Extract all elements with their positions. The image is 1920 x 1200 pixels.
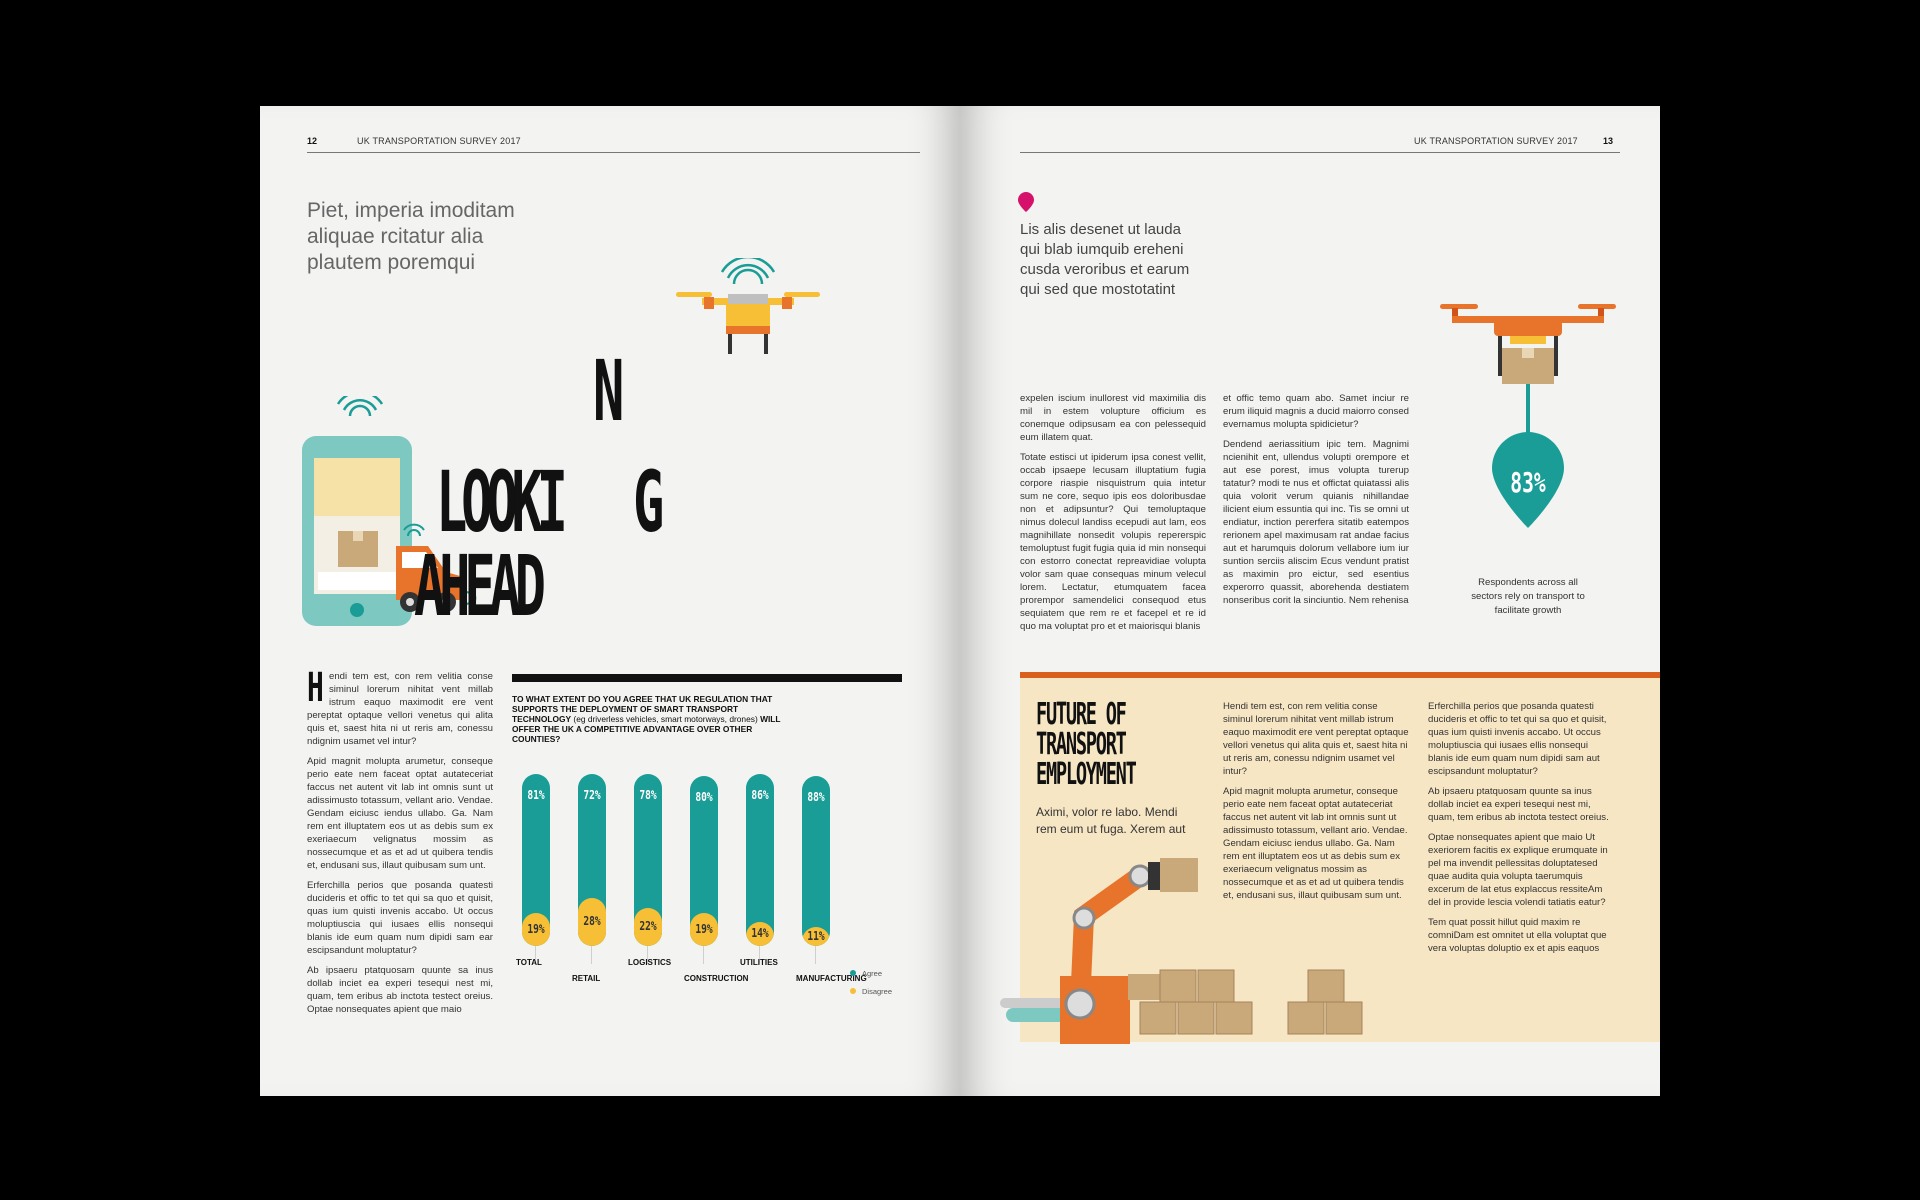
- drop-cap: H: [307, 665, 324, 711]
- phone-van-illustration: [302, 396, 477, 626]
- page-number: 12: [307, 136, 318, 146]
- intro-line: qui sed que mostotatint: [1020, 281, 1176, 298]
- intro-line: aliquae rcitatur alia: [307, 225, 484, 248]
- body-paragraph: Totate estisci ut ipiderum ipsa conest v…: [1020, 452, 1206, 632]
- header-rule: [1020, 152, 1620, 153]
- box-title-line: EMPLOYMENT: [1036, 757, 1137, 792]
- chart-bar: [522, 774, 550, 946]
- agree-value-label: 81%: [527, 788, 545, 802]
- header-rule: [307, 152, 920, 153]
- box-title-line: FUTURE OF: [1036, 697, 1127, 732]
- chart-bar: [690, 775, 718, 946]
- box-title-line: TRANSPORT: [1036, 727, 1127, 762]
- disagree-value-label: 28%: [583, 913, 601, 928]
- body-paragraph: Dendend aeriassitium ipic tem. Magnimi n…: [1223, 439, 1409, 606]
- intro-line: plautem poremqui: [307, 251, 476, 274]
- intro-line: qui blab iumquib ereheni: [1020, 241, 1184, 258]
- page-number: 13: [1603, 136, 1614, 146]
- title-letter-g: G: [633, 453, 664, 551]
- disagree-value-label: 14%: [751, 925, 769, 940]
- disagree-value-label: 19%: [695, 921, 713, 936]
- agree-value-label: 72%: [583, 788, 601, 802]
- chart-bar: [634, 774, 662, 946]
- category-label: RETAIL: [572, 974, 601, 983]
- agree-segment: [746, 774, 774, 946]
- legend-disagree: Disagree: [862, 987, 893, 996]
- category-label: MANUFACTURING: [796, 974, 867, 983]
- drone-stat-illustration: [1440, 304, 1616, 528]
- legend-agree: Agree: [862, 969, 883, 978]
- agree-value-label: 88%: [807, 789, 825, 804]
- running-head: UK TRANSPORTATION SURVEY 2017: [357, 136, 521, 146]
- caption-line: Respondents across all: [1478, 577, 1578, 588]
- agree-segment: [802, 775, 830, 946]
- disagree-segment: [522, 913, 550, 946]
- intro-line: cusda veroribus et earum: [1020, 261, 1190, 278]
- right-page: UK TRANSPORTATION SURVEY 2017 13 Lis ali…: [960, 106, 1660, 1096]
- disagree-segment: [802, 927, 830, 946]
- chart-bar: [802, 775, 830, 946]
- legend-disagree-swatch: [850, 988, 856, 994]
- body-paragraph: Hendi tem est, con rem velitia conse sim…: [1223, 701, 1409, 777]
- body-paragraph: Ab ipsaeru ptatquosam quunte sa inus dol…: [307, 965, 493, 1015]
- stat-caption: Respondents across all sectors rely on t…: [1438, 576, 1618, 618]
- title-ahead: AHEAD: [414, 537, 546, 635]
- chart-bar: [578, 774, 606, 946]
- body-paragraph: expelen iscium inullorest vid maximilia …: [1020, 393, 1206, 443]
- agree-value-label: 86%: [751, 788, 769, 802]
- question-normal: (eg driverless vehicles, smart motorways…: [571, 714, 761, 724]
- agree-value-label: 78%: [639, 788, 657, 802]
- caption-line: sectors rely on transport to: [1471, 591, 1585, 602]
- box-column-1: Hendi tem est, con rem velitia conse sim…: [1223, 700, 1409, 909]
- disagree-segment: [690, 913, 718, 946]
- agree-value-label: 80%: [695, 789, 713, 804]
- box-title: FUTURE OF TRANSPORT EMPLOYMENT: [1036, 697, 1137, 792]
- disagree-value-label: 19%: [527, 921, 545, 936]
- chart-top-rule: [512, 674, 902, 682]
- caption-line: facilitate growth: [1494, 605, 1562, 616]
- body-paragraph: et offic temo quam abo. Samet inciur re …: [1223, 393, 1409, 430]
- legend-agree-swatch: [850, 970, 856, 976]
- box-top-rule: [1020, 672, 1660, 678]
- body-column-1: expelen iscium inullorest vid maximilia …: [1020, 392, 1206, 640]
- body-paragraph: Optae nonsequates apient que maio Ut exe…: [1428, 832, 1608, 908]
- disagree-value-label: 11%: [807, 928, 825, 943]
- body-column-2: et offic temo quam abo. Samet inciur re …: [1223, 392, 1409, 614]
- map-pin-icon: [1018, 192, 1034, 212]
- intro-headline: Piet, imperia imoditam aliquae rcitatur …: [307, 198, 515, 276]
- title-looking: LOOKI: [436, 453, 568, 551]
- body-paragraph: Erferchilla perios que posanda quatesti …: [307, 880, 493, 956]
- body-paragraph: Apid magnit molupta arumetur, conseque p…: [1223, 786, 1408, 901]
- chart-question: TO WHAT EXTENT DO YOU AGREE THAT UK REGU…: [512, 694, 782, 744]
- box-subtitle: Aximi, volor re labo. Mendi rem eum ut f…: [1036, 805, 1186, 836]
- question-bold: WILL OFFER THE UK A COMPETITIVE ADVANTAG…: [512, 714, 781, 744]
- category-label: UTILITIES: [740, 958, 778, 967]
- question-bold: TO WHAT EXTENT DO YOU AGREE THAT UK REGU…: [512, 694, 773, 724]
- agree-bar-chart: 81% 19% TOTAL 72% 28% RETAIL 78% 22% LOGISTICS 80…: [512, 774, 902, 983]
- category-label: LOGISTICS: [628, 958, 672, 967]
- intro-line: Lis alis desenet ut lauda: [1020, 221, 1181, 238]
- disagree-segment: [578, 897, 606, 946]
- left-page: 12 UK TRANSPORTATION SURVEY 2017 Piet, i…: [260, 106, 960, 1096]
- body-column: H endi tem est, con rem velitia conse si…: [307, 665, 493, 1023]
- body-paragraph: endi tem est, con rem velitia conse simi…: [307, 671, 493, 747]
- intro-line: Piet, imperia imoditam: [307, 199, 515, 222]
- body-paragraph: Ab ipsaeru ptatquosam quunte sa inus dol…: [1428, 786, 1609, 823]
- intro-headline: Lis alis desenet ut lauda qui blab iumqu…: [1020, 220, 1189, 300]
- body-paragraph: Erferchilla perios que posanda quatesti …: [1428, 701, 1607, 777]
- running-head: UK TRANSPORTATION SURVEY 2017: [1414, 136, 1578, 146]
- stat-value: 83%: [1510, 466, 1546, 499]
- body-paragraph: Tem quat possit hillut quid maxim re com…: [1428, 917, 1607, 954]
- chart-bar: [746, 774, 774, 946]
- disagree-segment: [746, 921, 774, 946]
- title-letter-n: N: [593, 342, 624, 440]
- drone-illustration: [676, 258, 820, 354]
- box-column-2: Erferchilla perios que posanda quatesti …: [1428, 700, 1614, 962]
- disagree-segment: [634, 908, 662, 946]
- robot-arm-illustration: [1000, 858, 1363, 1044]
- body-paragraph: Apid magnit molupta arumetur, conseque p…: [307, 756, 493, 871]
- category-label: CONSTRUCTION: [684, 974, 749, 983]
- disagree-value-label: 22%: [639, 919, 657, 934]
- category-label: TOTAL: [516, 958, 542, 967]
